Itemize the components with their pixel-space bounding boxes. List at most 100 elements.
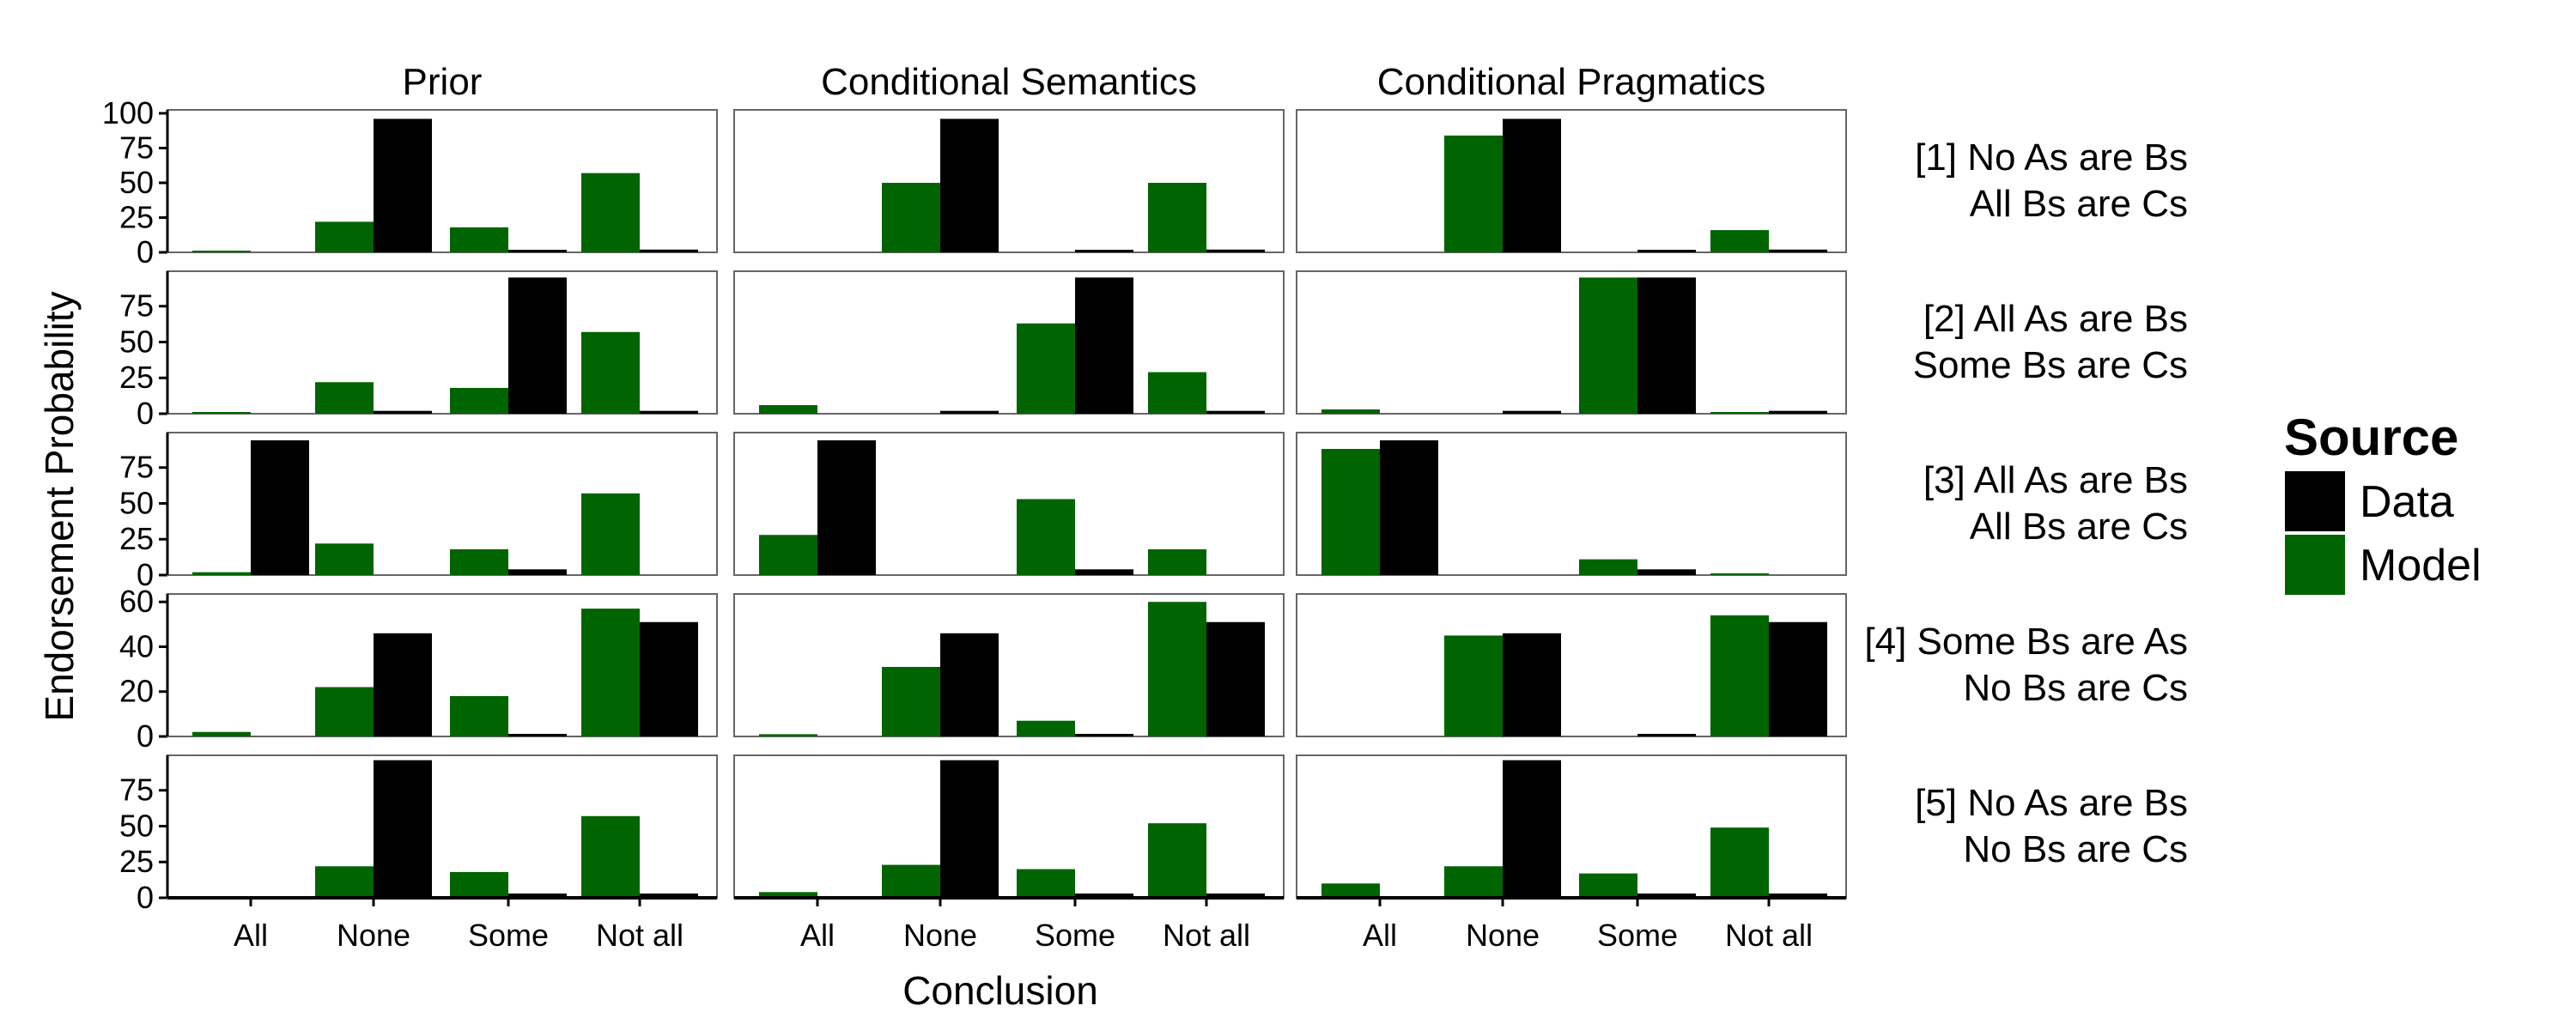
panel-row5-conditional-pragmatics xyxy=(1296,754,1847,900)
panel-row2-conditional-pragmatics xyxy=(1296,270,1847,415)
bar-model-some xyxy=(1579,559,1637,575)
panel-row1-conditional-semantics xyxy=(733,109,1285,253)
bar-model-not-all xyxy=(1148,823,1206,898)
bar-data-some xyxy=(1637,250,1696,252)
bar-model-all xyxy=(192,572,251,575)
bar-data-not-all xyxy=(1206,410,1265,414)
bar-model-not-all xyxy=(1710,615,1769,736)
y-tick-label: 100 xyxy=(102,95,154,130)
y-tick-label: 25 xyxy=(119,844,154,879)
panel-row2-conditional-semantics xyxy=(733,270,1285,415)
y-tick-label: 0 xyxy=(137,234,154,270)
bar-model-none xyxy=(315,687,374,736)
bar-model-none xyxy=(882,667,940,736)
bar-model-not-all xyxy=(1148,548,1206,575)
panel-row3-conditional-pragmatics xyxy=(1296,432,1847,576)
column-title-conditional-semantics: Conditional Semantics xyxy=(821,61,1197,103)
x-tick-label-some: Some xyxy=(1597,918,1678,953)
row-label-1-line1: [1] No As are Bs xyxy=(1915,136,2188,179)
row-label-2-line2: Some Bs are Cs xyxy=(1913,344,2188,386)
bar-data-all xyxy=(817,440,876,575)
bar-data-none xyxy=(374,410,432,414)
panel-row3-prior xyxy=(166,432,718,576)
y-tick-label: 60 xyxy=(119,584,154,619)
bar-data-none xyxy=(940,410,999,414)
x-tick-label-some: Some xyxy=(1035,918,1115,953)
x-tick-label-all: All xyxy=(800,918,835,953)
bar-data-not-all xyxy=(640,410,698,414)
panel-grid: Prior Conditional Semantics Conditional Pr… xyxy=(102,61,1847,953)
bar-data-not-all xyxy=(1769,621,1827,736)
bar-data-some xyxy=(1075,893,1133,898)
x-tick-label-some: Some xyxy=(468,918,549,953)
bar-model-none xyxy=(315,866,374,898)
y-tick-label: 25 xyxy=(119,360,154,395)
bar-model-none xyxy=(315,543,374,575)
x-tick-label-none: None xyxy=(1466,918,1540,953)
bar-model-not-all xyxy=(1710,827,1769,898)
bar-data-some xyxy=(1075,569,1133,575)
bar-data-none xyxy=(940,760,999,898)
row-label-2-line1: [2] All As are Bs xyxy=(1923,298,2188,340)
bar-model-not-all xyxy=(1148,183,1206,252)
bar-model-none xyxy=(1444,135,1503,252)
bar-model-some xyxy=(1017,869,1075,898)
y-tick-label: 0 xyxy=(137,557,154,592)
y-tick-label: 50 xyxy=(119,485,154,520)
y-tick-label: 0 xyxy=(137,880,154,915)
bar-data-not-all xyxy=(1769,893,1827,898)
x-tick-label-not-all: Not all xyxy=(1725,918,1813,953)
bar-data-some xyxy=(1075,250,1133,252)
bar-model-all xyxy=(192,731,251,736)
bar-data-some xyxy=(508,569,567,575)
bar-data-none xyxy=(940,633,999,736)
legend: Source Data Model xyxy=(2283,409,2482,597)
bar-model-all xyxy=(759,734,817,736)
panel-row4-prior xyxy=(166,593,718,737)
row-label-4-line1: [4] Some Bs are As xyxy=(1864,621,2188,663)
bar-model-not-all xyxy=(581,815,640,898)
bar-data-not-all xyxy=(1206,249,1265,252)
y-tick-label: 0 xyxy=(137,396,154,431)
bar-model-all xyxy=(192,251,251,252)
y-tick-label: 25 xyxy=(119,521,154,556)
panel-frame xyxy=(1296,270,1847,415)
panel-row3-conditional-semantics xyxy=(733,432,1285,576)
bar-model-not-all xyxy=(1710,230,1769,252)
y-tick-label: 20 xyxy=(119,674,154,709)
bar-data-all xyxy=(1380,440,1438,575)
legend-swatch-data xyxy=(2283,470,2347,533)
bar-model-some xyxy=(1017,499,1075,575)
bar-data-not-all xyxy=(1206,621,1265,736)
bar-data-some xyxy=(1637,277,1696,414)
y-tick-label: 50 xyxy=(119,808,154,843)
panel-row1-prior xyxy=(166,109,718,253)
legend-title: Source xyxy=(2284,409,2458,466)
bar-model-all xyxy=(1321,883,1380,898)
bar-data-some xyxy=(1075,734,1133,736)
y-tick-label: 75 xyxy=(119,288,154,324)
y-tick-label: 50 xyxy=(119,165,154,200)
bar-model-some xyxy=(450,871,508,898)
bar-model-some xyxy=(450,695,508,736)
bar-data-not-all xyxy=(1769,249,1827,252)
panel-row4-conditional-semantics xyxy=(733,593,1285,737)
bar-model-not-all xyxy=(581,609,640,736)
row-label-5-line2: No Bs are Cs xyxy=(1963,828,2188,870)
legend-swatch-model xyxy=(2283,533,2347,597)
x-tick-label-not-all: Not all xyxy=(1163,918,1250,953)
bar-model-not-all xyxy=(1710,573,1769,575)
column-title-conditional-pragmatics: Conditional Pragmatics xyxy=(1377,61,1765,103)
bar-data-some xyxy=(508,893,567,898)
bar-data-some xyxy=(1637,734,1696,736)
bar-model-all xyxy=(759,892,817,898)
bar-model-all xyxy=(1321,449,1380,575)
legend-label-model: Model xyxy=(2360,541,2482,591)
panel-row2-prior xyxy=(166,270,718,415)
bar-model-some xyxy=(450,387,508,414)
bar-data-not-all xyxy=(640,893,698,898)
x-tick-label-none: None xyxy=(903,918,977,953)
bar-model-not-all xyxy=(1710,412,1769,414)
bar-model-none xyxy=(882,183,940,252)
